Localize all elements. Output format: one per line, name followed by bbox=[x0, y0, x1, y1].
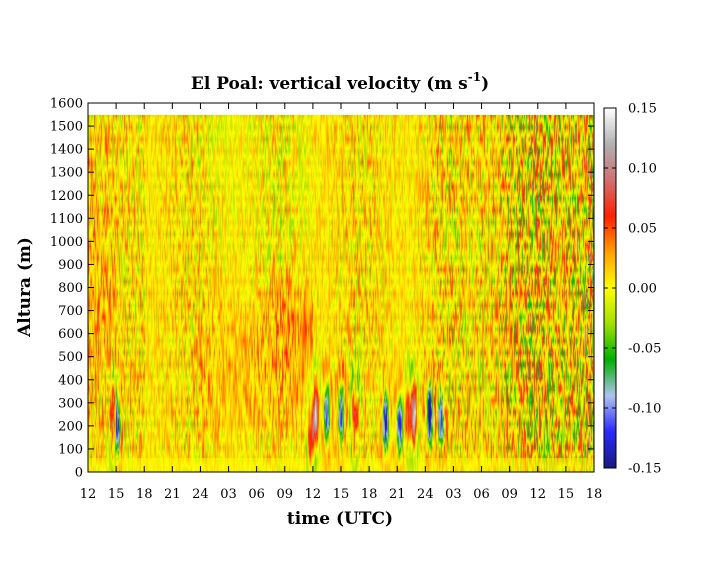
x-tick-label: 06 bbox=[248, 487, 265, 502]
colorbar: 0.15 0.10 0.05 0.00 -0.05 -0.10 -0.15 bbox=[603, 102, 661, 477]
colorbar-ticks: 0.15 0.10 0.05 0.00 -0.05 -0.10 -0.15 bbox=[604, 102, 661, 477]
x-axis: 12 15 18 21 24 03 06 09 12 15 18 21 24 03 06 09 12 15 18 bbox=[80, 103, 603, 502]
x-tick-label: 09 bbox=[501, 487, 518, 502]
colorbar-tick-label: 0.10 bbox=[628, 162, 657, 177]
y-tick-label: 700 bbox=[58, 304, 83, 319]
x-tick-label: 18 bbox=[361, 487, 378, 502]
y-tick-label: 1400 bbox=[50, 143, 83, 158]
x-tick-label: 15 bbox=[108, 487, 125, 502]
title-end: ) bbox=[481, 74, 489, 94]
colorbar-tick-label: 0.05 bbox=[628, 222, 657, 237]
y-tick-label: 1600 bbox=[50, 97, 83, 112]
x-tick-label: 21 bbox=[389, 487, 406, 502]
y-axis-title: Altura (m) bbox=[15, 237, 35, 338]
x-tick-label: 12 bbox=[80, 487, 97, 502]
y-tick-label: 900 bbox=[58, 258, 83, 273]
y-tick-label: 400 bbox=[58, 373, 83, 388]
colorbar-tick-label: 0.15 bbox=[628, 102, 657, 117]
x-tick-label: 09 bbox=[277, 487, 294, 502]
y-tick-label: 1500 bbox=[50, 120, 83, 135]
x-tick-label: 18 bbox=[136, 487, 153, 502]
y-tick-label: 200 bbox=[58, 419, 83, 434]
colorbar-tick-label: 0.00 bbox=[628, 282, 657, 297]
colorbar-gradient bbox=[604, 108, 616, 468]
chart-title: El Poal: vertical velocity (m s-1) bbox=[191, 70, 489, 94]
x-tick-label: 15 bbox=[333, 487, 350, 502]
x-tick-label: 15 bbox=[558, 487, 575, 502]
x-tick-label: 24 bbox=[417, 487, 434, 502]
title-main: El Poal: vertical velocity (m s bbox=[191, 74, 468, 94]
colorbar-tick-label: -0.05 bbox=[628, 342, 661, 357]
colorbar-tick-label: -0.10 bbox=[628, 402, 661, 417]
x-tick-label: 03 bbox=[220, 487, 237, 502]
x-tick-label: 03 bbox=[445, 487, 462, 502]
y-tick-label: 1100 bbox=[50, 212, 83, 227]
x-tick-label: 21 bbox=[164, 487, 181, 502]
title-superscript: -1 bbox=[468, 70, 481, 84]
heatmap bbox=[88, 115, 594, 472]
x-axis-title: time (UTC) bbox=[287, 509, 393, 529]
y-tick-label: 1300 bbox=[50, 166, 83, 181]
y-tick-label: 0 bbox=[75, 466, 83, 481]
y-tick-label: 600 bbox=[58, 327, 83, 342]
colorbar-tick-label: -0.15 bbox=[628, 462, 661, 477]
x-tick-label: 12 bbox=[305, 487, 322, 502]
y-tick-label: 800 bbox=[58, 281, 83, 296]
y-tick-label: 500 bbox=[58, 350, 83, 365]
y-tick-label: 1000 bbox=[50, 235, 83, 250]
x-tick-label: 24 bbox=[192, 487, 209, 502]
y-tick-label: 100 bbox=[58, 442, 83, 457]
x-tick-label: 06 bbox=[473, 487, 490, 502]
y-axis: 0 100 200 300 400 500 600 700 800 900 1000 1100 1200… bbox=[50, 97, 594, 481]
y-tick-label: 1200 bbox=[50, 189, 83, 204]
x-tick-label: 12 bbox=[530, 487, 547, 502]
x-tick-label: 18 bbox=[586, 487, 603, 502]
y-tick-label: 300 bbox=[58, 396, 83, 411]
